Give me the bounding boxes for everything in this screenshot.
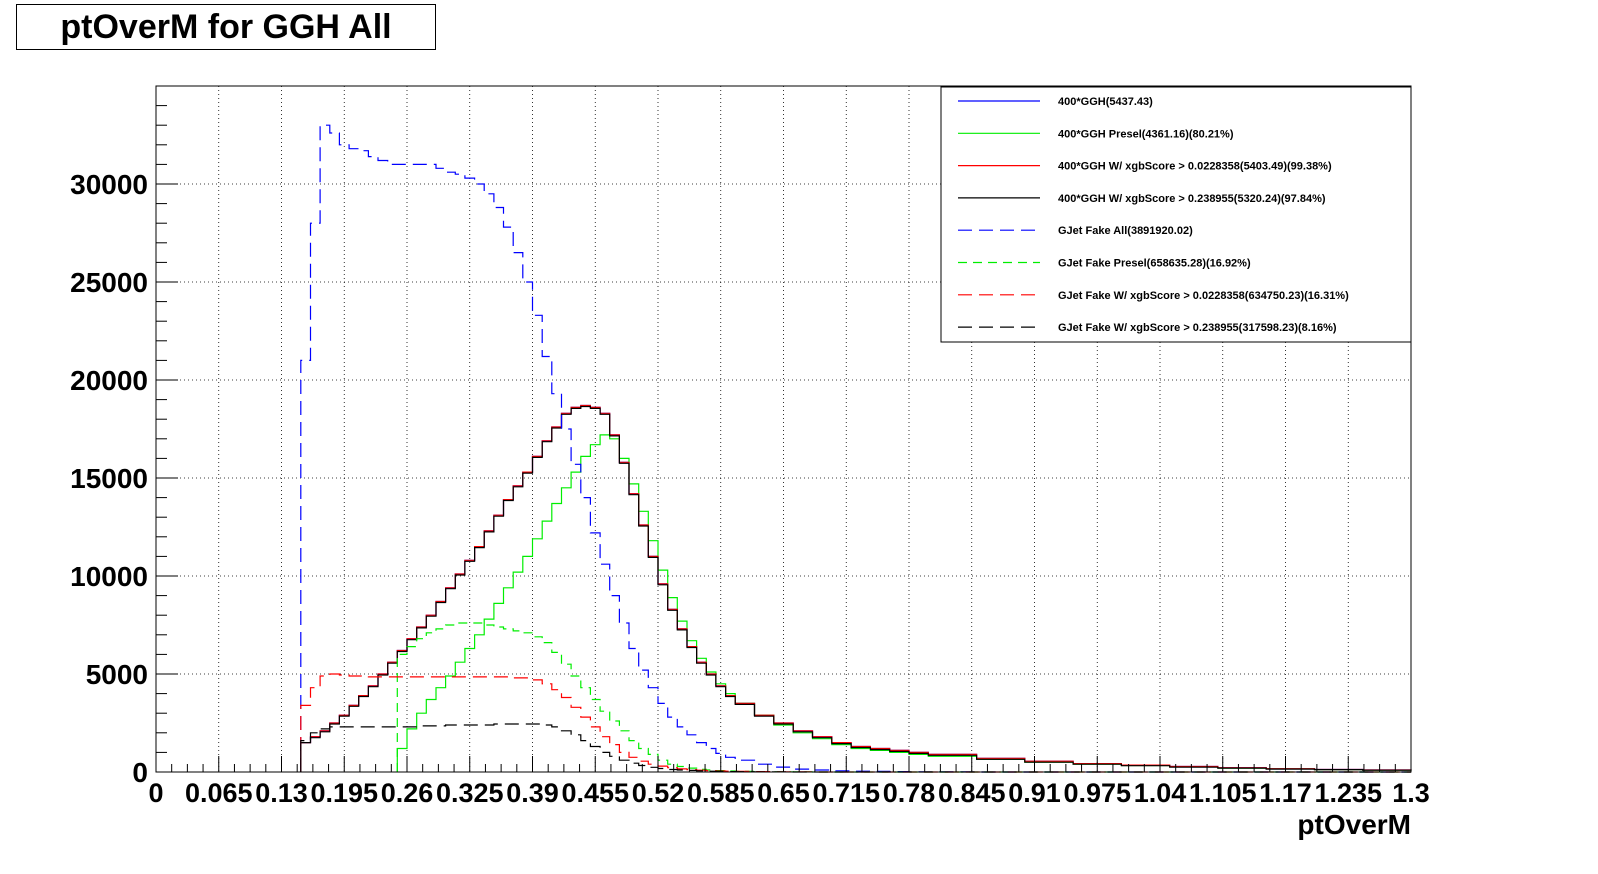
x-axis-label: ptOverM <box>1297 809 1411 840</box>
legend-entry-label: 400*GGH(5437.43) <box>1058 96 1153 108</box>
series-line-0 <box>300 404 1412 772</box>
y-tick-label: 25000 <box>70 267 148 298</box>
legend-entry-label: GJet Fake W/ xgbScore > 0.0228358(634750… <box>1058 290 1349 302</box>
x-tick-label: 0.585 <box>687 778 755 808</box>
x-tick-label: 0.26 <box>381 778 434 808</box>
series-line-3 <box>300 405 1412 772</box>
y-tick-label: 30000 <box>70 169 148 200</box>
series-layer <box>300 124 1412 773</box>
series-line-5 <box>396 622 1411 773</box>
x-tick-label: 0.455 <box>561 778 629 808</box>
legend-entry-label: GJet Fake Presel(658635.28)(16.92%) <box>1058 258 1251 270</box>
legend-entry-label: 400*GGH W/ xgbScore > 0.238955(5320.24)(… <box>1058 193 1326 205</box>
x-tick-label: 0.65 <box>757 778 810 808</box>
x-tick-label: 1.235 <box>1314 778 1382 808</box>
chart-title: ptOverM for GGH All <box>60 7 392 46</box>
x-tick-label: 0.78 <box>883 778 936 808</box>
x-tick-label: 1.04 <box>1134 778 1187 808</box>
y-tick-label: 0 <box>132 757 148 788</box>
series-line-2 <box>300 404 1412 772</box>
y-tick-label: 15000 <box>70 463 148 494</box>
x-tick-label: 0.845 <box>938 778 1006 808</box>
x-tick-label: 0.065 <box>185 778 253 808</box>
y-tick-label: 20000 <box>70 365 148 396</box>
legend-entry-label: 400*GGH Presel(4361.16)(80.21%) <box>1058 128 1234 140</box>
legend-entry-label: GJet Fake All(3891920.02) <box>1058 225 1193 237</box>
x-tick-label: 1.3 <box>1392 778 1430 808</box>
y-tick-label: 10000 <box>70 561 148 592</box>
chart-title-box: ptOverM for GGH All <box>16 4 436 50</box>
x-tick-label: 0.39 <box>506 778 559 808</box>
axes: 0 0.065 0.13 0.195 0.26 0.325 0.39 0.455 0.52 0.5… <box>70 105 1430 808</box>
series-line-4 <box>300 124 1411 773</box>
series-line-1 <box>396 434 1412 772</box>
x-tick-label: 1.105 <box>1189 778 1257 808</box>
x-tick-label: 0.91 <box>1008 778 1061 808</box>
x-tick-label: 0 <box>148 778 163 808</box>
x-tick-label: 0.52 <box>632 778 685 808</box>
x-tick-label: 0.325 <box>436 778 504 808</box>
x-tick-label: 0.13 <box>255 778 308 808</box>
x-tick-label: 0.195 <box>310 778 378 808</box>
legend-box <box>940 86 1412 343</box>
x-tick-label: 1.17 <box>1259 778 1312 808</box>
x-tick-label: 0.975 <box>1063 778 1131 808</box>
legend: 400*GGH(5437.43) 400*GGH Presel(4361.16)(… <box>940 86 1412 343</box>
legend-entry-label: 400*GGH W/ xgbScore > 0.0228358(5403.49)… <box>1058 161 1332 173</box>
series-line-6 <box>300 673 1411 773</box>
legend-entry-label: GJet Fake W/ xgbScore > 0.238955(317598.… <box>1058 322 1337 334</box>
y-tick-label: 5000 <box>86 659 148 690</box>
series-line-7 <box>300 723 1411 773</box>
x-tick-label: 0.715 <box>812 778 880 808</box>
